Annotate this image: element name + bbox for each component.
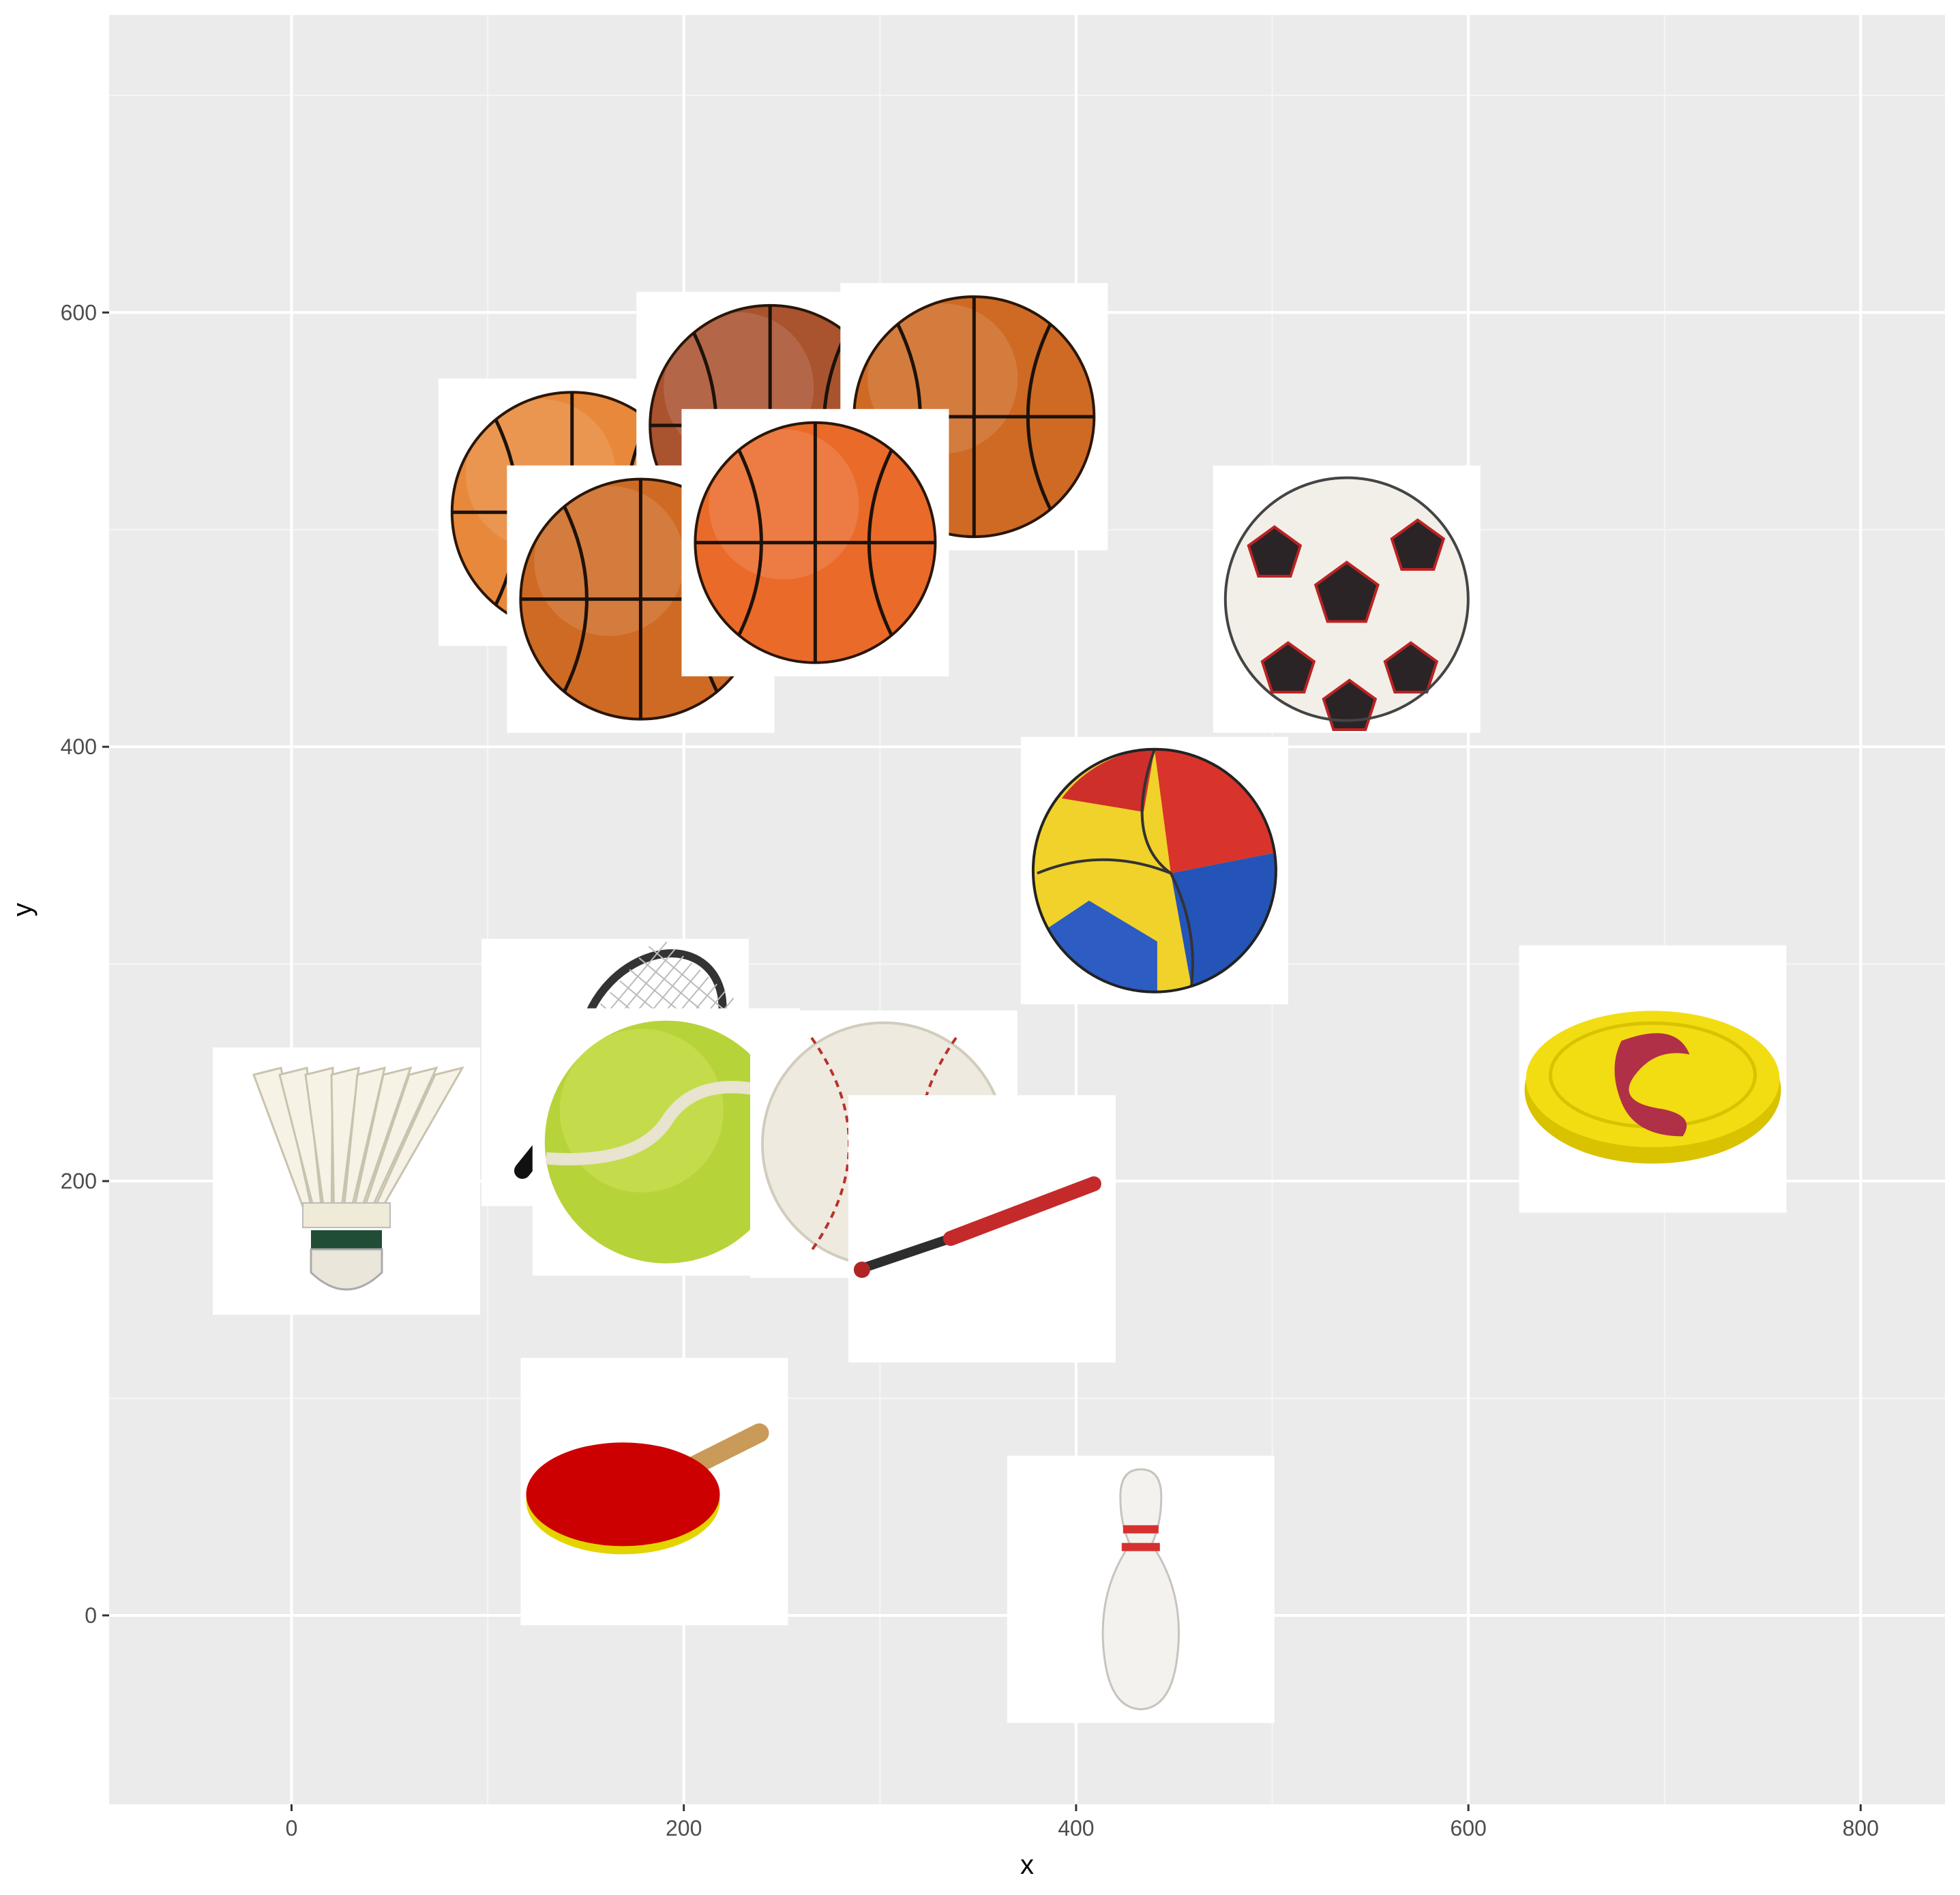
x-tick-label: 0 — [286, 1816, 298, 1840]
shuttlecock-icon — [252, 1066, 465, 1291]
axes: 0 200 400 600 800 0 200 400 600 — [61, 300, 1879, 1840]
y-tick-label: 400 — [61, 734, 97, 759]
data-point-marker — [1213, 465, 1481, 733]
y-tick-label: 0 — [85, 1603, 97, 1628]
data-point-marker — [520, 1358, 788, 1626]
y-axis-title: y — [8, 903, 38, 916]
image-markers — [213, 283, 1787, 1723]
x-tick-label: 400 — [1058, 1816, 1094, 1840]
bowling-pin-icon — [1101, 1468, 1180, 1711]
x-tick-label: 600 — [1450, 1816, 1486, 1840]
y-tick-label: 200 — [61, 1169, 97, 1193]
x-tick-label: 200 — [666, 1816, 702, 1840]
data-point-marker — [1020, 736, 1288, 1004]
ping-pong-paddle-icon — [526, 1423, 769, 1555]
y-tick-label: 600 — [61, 300, 97, 325]
basketball-icon — [694, 421, 937, 664]
data-point-marker — [848, 1095, 1116, 1363]
tennis-ball-icon — [544, 1020, 788, 1264]
data-point-marker — [681, 408, 949, 676]
data-point-marker — [1007, 1455, 1275, 1723]
data-point-marker — [1519, 945, 1787, 1213]
frisbee-icon — [1524, 1011, 1781, 1164]
soccer-ball-icon — [1223, 476, 1470, 731]
baseball-bat-icon — [853, 1176, 1101, 1279]
data-point-marker — [213, 1047, 480, 1315]
x-axis-title: x — [1020, 1850, 1034, 1880]
x-tick-label: 800 — [1843, 1816, 1879, 1840]
volleyball-icon — [1031, 747, 1277, 994]
